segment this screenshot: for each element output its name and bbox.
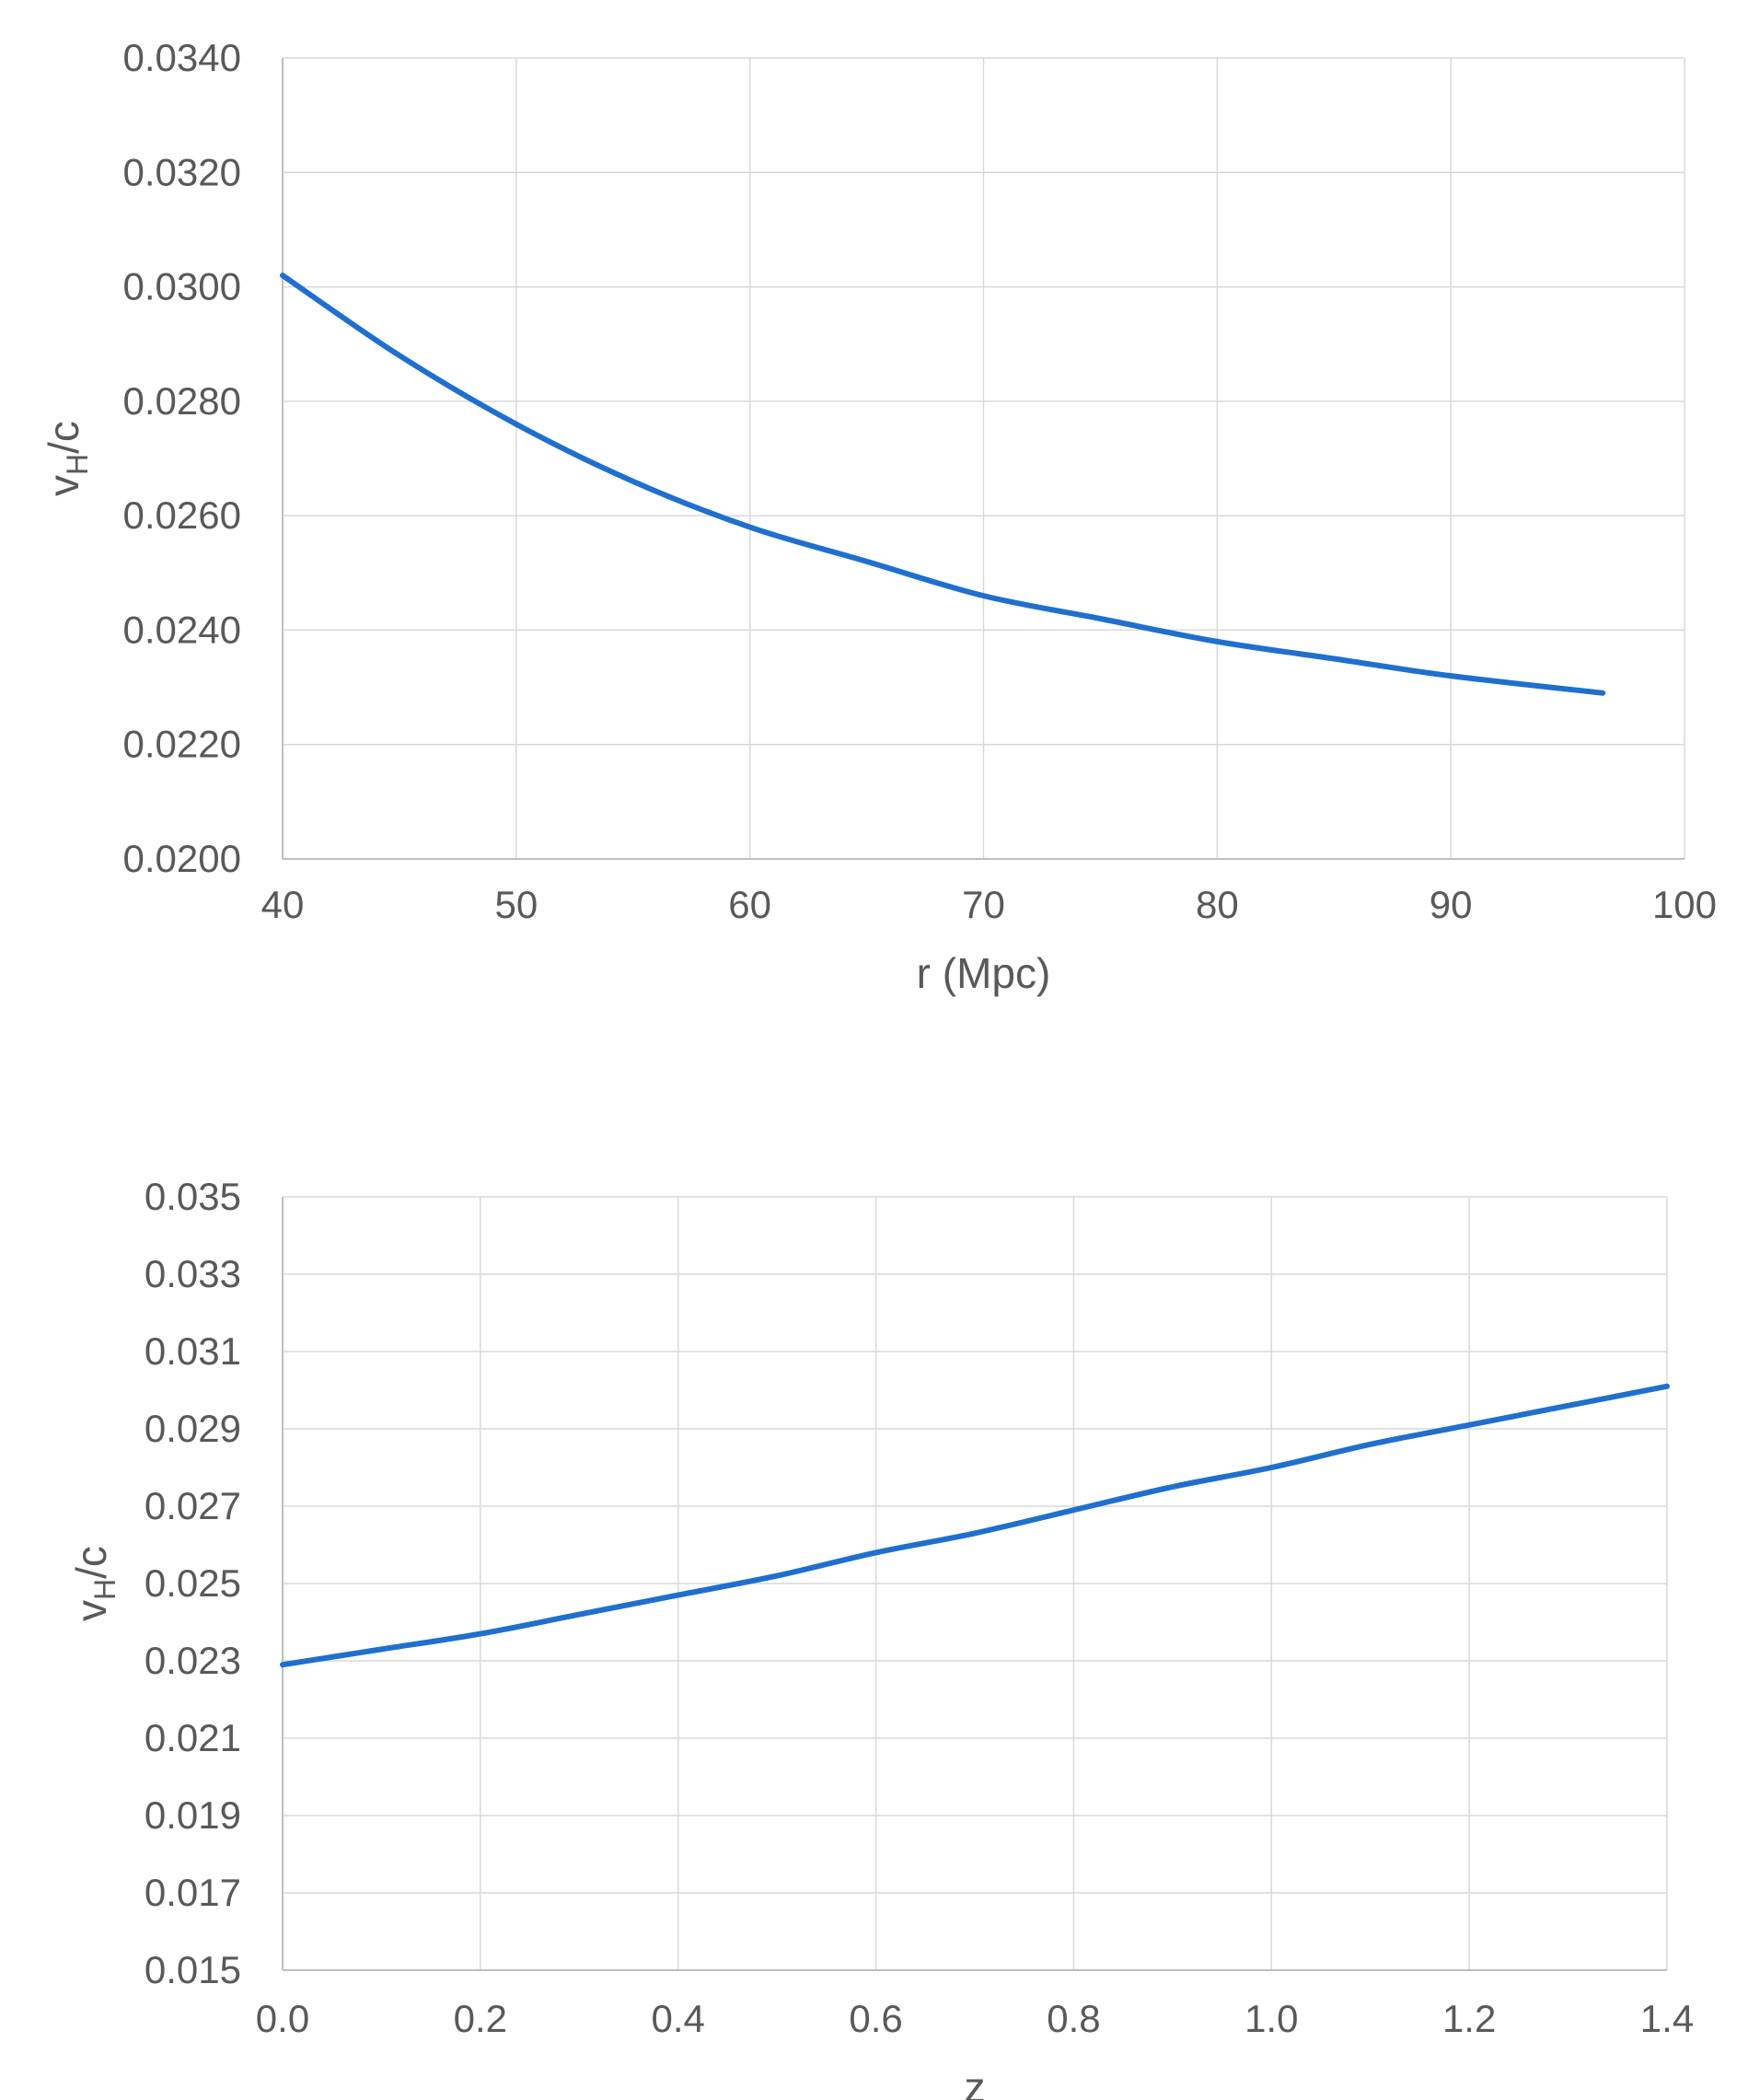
y-tick-label: 0.015 xyxy=(145,1948,241,1991)
x-tick-label: 0.8 xyxy=(1047,1997,1100,2040)
x-tick-label: 1.4 xyxy=(1640,1997,1694,2040)
y-tick-label: 0.019 xyxy=(145,1793,241,1837)
y-tick-label: 0.023 xyxy=(145,1639,241,1682)
y-tick-label: 0.0220 xyxy=(123,723,241,766)
x-tick-label: 0.6 xyxy=(849,1997,902,2040)
x-axis-title: r (Mpc) xyxy=(917,949,1051,997)
x-tick-label: 90 xyxy=(1430,883,1473,926)
x-tick-label: 40 xyxy=(261,883,305,926)
y-tick-label: 0.021 xyxy=(145,1716,241,1759)
y-tick-label: 0.0240 xyxy=(123,608,241,651)
y-tick-label: 0.027 xyxy=(145,1484,241,1527)
x-axis-title: z xyxy=(965,2063,986,2100)
x-tick-label: 0.0 xyxy=(256,1997,309,2040)
x-tick-label: 0.2 xyxy=(454,1997,507,2040)
y-tick-label: 0.0200 xyxy=(123,837,241,880)
x-tick-label: 100 xyxy=(1652,883,1717,926)
series-line xyxy=(280,1383,1670,1668)
series-line xyxy=(280,273,1606,696)
y-tick-label: 0.035 xyxy=(145,1175,241,1218)
chart-z: 0.015 0.017 0.019 0.021 0.023 0.025 0.027 0.029… xyxy=(67,1175,1694,2100)
y-tick-label: 0.0320 xyxy=(123,150,241,193)
y-tick-label: 0.0260 xyxy=(123,493,241,537)
x-tick-label: 1.0 xyxy=(1244,1997,1298,2040)
x-tick-label: 60 xyxy=(728,883,771,926)
x-tick-label: 1.2 xyxy=(1442,1997,1496,2040)
y-tick-label: 0.029 xyxy=(145,1407,241,1450)
y-tick-label: 0.0280 xyxy=(123,379,241,423)
chart-r-mpc: 0.0200 0.0220 0.0240 0.0260 0.0280 0.0300 0.03… xyxy=(40,36,1717,997)
x-tick-label: 0.4 xyxy=(652,1997,705,2040)
x-tick-label: 70 xyxy=(962,883,1005,926)
y-tick-label: 0.0300 xyxy=(123,265,241,308)
y-tick-label: 0.031 xyxy=(145,1329,241,1373)
y-tick-label: 0.0340 xyxy=(123,36,241,79)
y-tick-label: 0.033 xyxy=(145,1252,241,1295)
y-axis-title: vH/c xyxy=(67,1546,122,1621)
y-tick-label: 0.025 xyxy=(145,1561,241,1605)
y-axis-title: vH/c xyxy=(40,421,94,496)
x-tick-label: 50 xyxy=(494,883,538,926)
y-tick-label: 0.017 xyxy=(145,1871,241,1914)
x-tick-label: 80 xyxy=(1196,883,1239,926)
